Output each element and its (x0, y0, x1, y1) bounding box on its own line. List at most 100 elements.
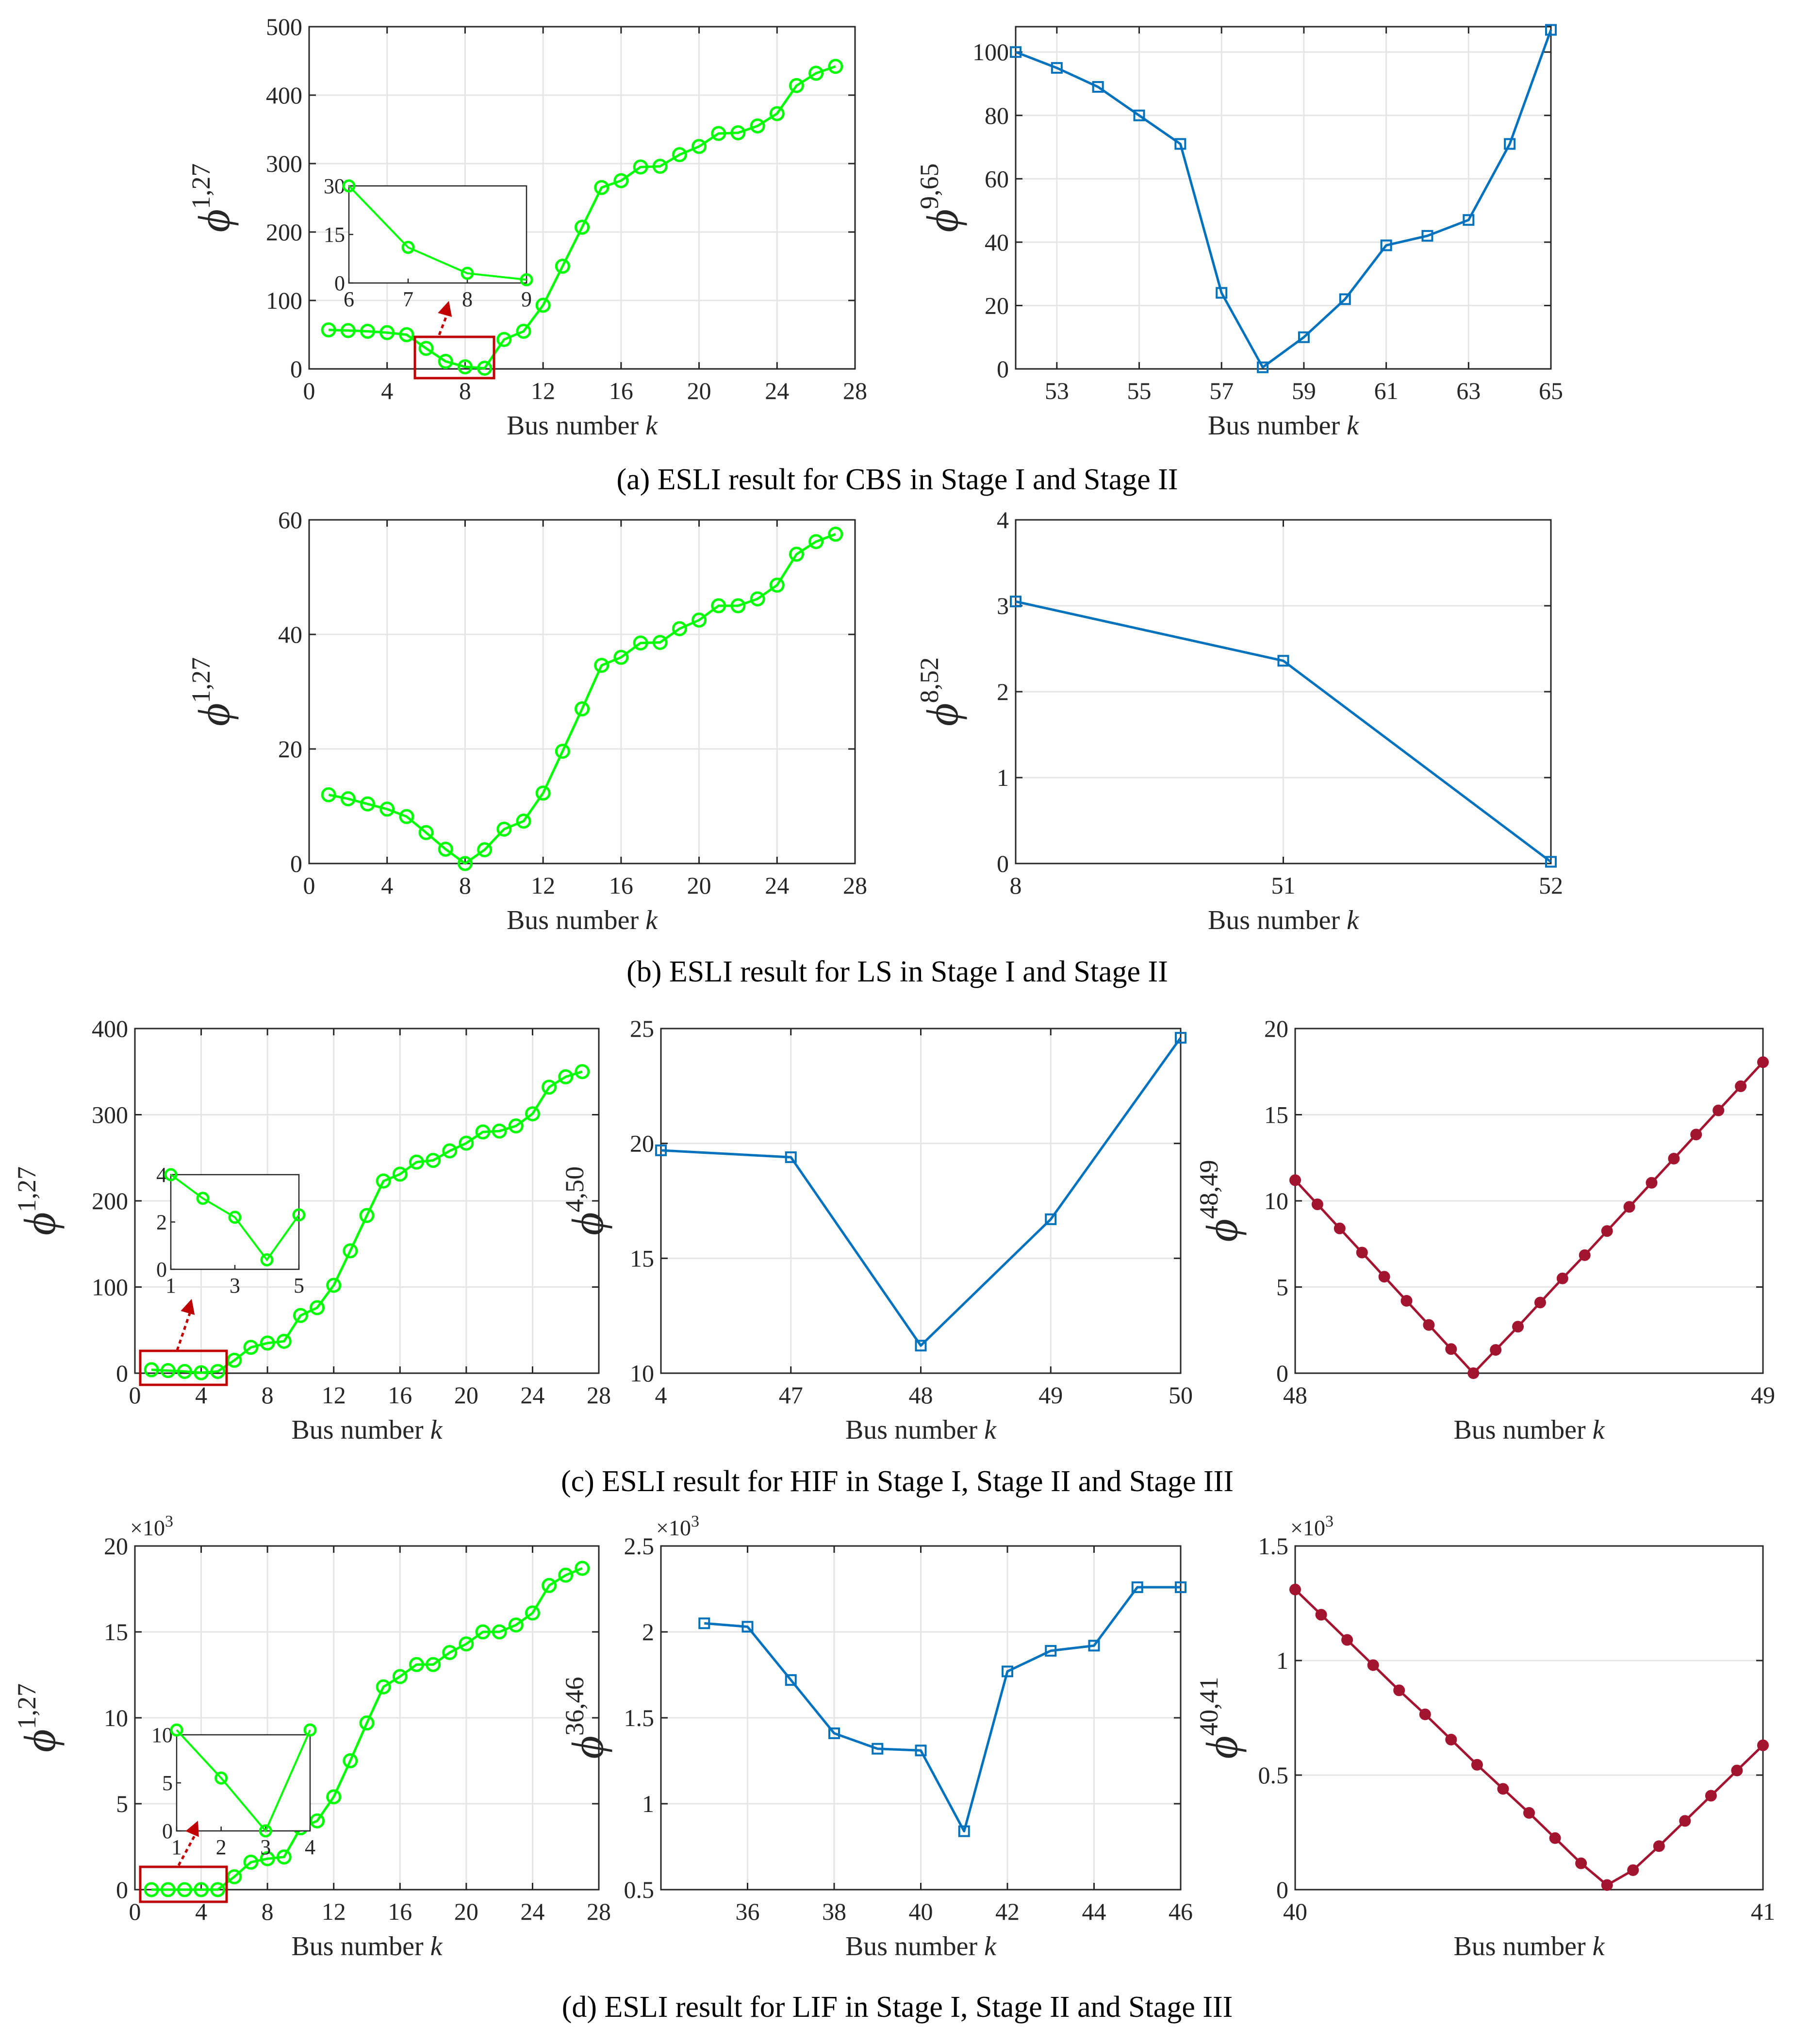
data-point (360, 323, 376, 339)
data-point (1623, 1201, 1635, 1213)
inset-y-tick-label: 0 (334, 271, 345, 295)
x-tick-label: 53 (1045, 377, 1069, 404)
data-point (535, 298, 551, 313)
y-tick-label: 20 (278, 735, 302, 763)
data-point (1579, 1249, 1591, 1261)
y-tick-label: 2.5 (624, 1532, 655, 1560)
data-point (418, 825, 434, 840)
data-point (1423, 1319, 1435, 1331)
data-point (915, 1745, 927, 1757)
zoom-arrow-shaft (176, 1307, 193, 1351)
inset-data-point (520, 273, 533, 286)
data-point (915, 1340, 927, 1352)
series-line (660, 1037, 1182, 1347)
x-tick-label: 46 (1169, 1898, 1193, 1925)
data-point (652, 635, 668, 650)
data-point (1512, 1321, 1524, 1333)
x-tick-label: 47 (779, 1381, 803, 1409)
data-point (359, 1715, 375, 1731)
x-tick-label: 12 (531, 872, 555, 899)
x-tick-label: 61 (1374, 377, 1399, 404)
data-point (1679, 1815, 1691, 1827)
inset-x-tick-label: 3 (230, 1274, 240, 1297)
x-tick-label: 4 (381, 377, 393, 404)
x-axis-label: Bus number k (507, 905, 658, 935)
data-point (542, 1578, 557, 1593)
x-axis-label: Bus number k (1208, 411, 1359, 441)
data-point (260, 1335, 275, 1351)
y-tick-label: 60 (278, 506, 302, 533)
data-point (1497, 1783, 1509, 1795)
y-tick-label: 5 (116, 1790, 128, 1817)
inset-y-tick-label: 0 (156, 1258, 167, 1281)
data-point (1601, 1879, 1613, 1891)
data-point (1646, 1177, 1658, 1189)
data-point (1601, 1225, 1613, 1237)
data-point (426, 1657, 441, 1672)
data-point (1131, 1581, 1143, 1593)
y-tick-label: 20 (1264, 1015, 1288, 1042)
x-axis-label: Bus number k (1453, 1931, 1605, 1961)
data-point (379, 325, 395, 340)
y-tick-label: 300 (266, 150, 302, 177)
series-line (1015, 29, 1552, 369)
x-tick-label: 48 (909, 1381, 933, 1409)
data-point (321, 322, 336, 338)
x-tick-label: 16 (609, 377, 633, 404)
y-tick-label: 15 (104, 1618, 128, 1645)
x-tick-label: 51 (1271, 872, 1296, 899)
x-tick-label: 16 (388, 1381, 412, 1409)
y-tick-label: 10 (630, 1360, 654, 1387)
data-point (1175, 1581, 1186, 1593)
y-tick-label: 1 (997, 764, 1009, 791)
data-point (457, 856, 473, 871)
x-tick-label: 28 (587, 1381, 611, 1409)
inset-y-tick-label: 10 (151, 1723, 173, 1747)
x-tick-label: 50 (1169, 1381, 1193, 1409)
caption-a: (a) ESLI result for CBS in Stage I and S… (616, 463, 1178, 496)
inset-series-line (348, 185, 527, 281)
y-tick-label: 200 (92, 1187, 128, 1214)
data-point (828, 59, 843, 74)
data-point (438, 842, 453, 857)
caption-c: (c) ESLI result for HIF in Stage I, Stag… (561, 1465, 1234, 1498)
inset-data-point (292, 1208, 306, 1222)
inset-series-line (170, 1174, 300, 1262)
data-point (1668, 1153, 1680, 1165)
x-axis-label: Bus number k (845, 1415, 997, 1445)
data-point (1471, 1759, 1483, 1771)
data-point (525, 1106, 540, 1122)
y-tick-label: 40 (278, 621, 302, 648)
series-line (704, 1586, 1181, 1833)
inset-x-tick-label: 3 (260, 1835, 271, 1859)
x-tick-label: 8 (1010, 872, 1022, 899)
data-point (496, 332, 512, 347)
data-point (613, 173, 629, 188)
data-point (293, 1308, 308, 1323)
inset-y-tick-label: 4 (156, 1163, 167, 1187)
x-tick-label: 52 (1539, 872, 1563, 899)
data-point (789, 547, 804, 562)
data-point (1380, 239, 1392, 251)
inset-x-tick-label: 5 (294, 1274, 304, 1297)
data-point (442, 1143, 458, 1159)
axes-box (1294, 1545, 1764, 1891)
data-point (555, 744, 570, 759)
data-point (692, 139, 707, 154)
x-tick-label: 41 (1751, 1898, 1775, 1925)
y-tick-label: 25 (630, 1015, 654, 1042)
data-point (340, 791, 356, 807)
data-point (769, 578, 785, 593)
data-point (1419, 1708, 1431, 1720)
data-point (409, 1154, 424, 1170)
y-tick-label: 15 (1264, 1101, 1288, 1129)
data-point (1367, 1659, 1379, 1671)
y-tick-label: 10 (1264, 1187, 1288, 1214)
data-point (144, 1882, 159, 1897)
data-point (326, 1789, 342, 1805)
data-point (672, 147, 687, 163)
x-tick-label: 16 (388, 1898, 412, 1925)
inset-x-tick-label: 4 (305, 1835, 315, 1859)
data-point (1045, 1645, 1057, 1657)
